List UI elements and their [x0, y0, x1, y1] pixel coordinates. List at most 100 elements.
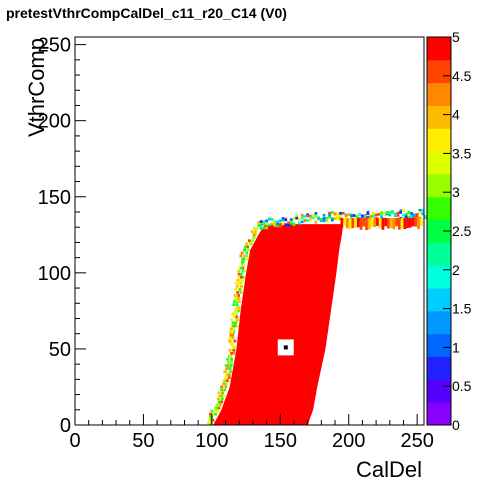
edge-cell [230, 342, 234, 346]
edge-cell [217, 391, 221, 395]
edge-cell [355, 219, 359, 222]
edge-cell [237, 294, 240, 297]
edge-cell [245, 257, 249, 261]
edge-cell [227, 361, 231, 364]
edge-cell [303, 215, 307, 218]
edge-cell [235, 285, 239, 288]
edge-cell [232, 351, 236, 355]
edge-cell [222, 394, 226, 398]
edge-cell [402, 213, 405, 217]
edge-cell [236, 291, 239, 294]
edge-cell [413, 215, 416, 218]
edge-cell [341, 211, 345, 215]
edge-cell [211, 418, 215, 422]
plateau-cell [343, 218, 346, 226]
color-scale-label: 5 [452, 29, 460, 45]
edge-cell [211, 412, 215, 416]
edge-cell [393, 214, 397, 217]
edge-cell [230, 351, 234, 355]
edge-cell [377, 217, 381, 221]
color-scale-band [427, 402, 451, 426]
edge-cell [242, 269, 246, 273]
edge-cell [300, 220, 304, 224]
edge-cell [231, 336, 235, 340]
x-tick-label: 150 [264, 430, 297, 452]
color-scale-band [427, 82, 451, 106]
plateau-cell [406, 218, 409, 229]
edge-cell [252, 233, 256, 237]
edge-cell [254, 230, 257, 233]
edge-cell [352, 218, 356, 222]
edge-cell [221, 397, 224, 401]
edge-cell [233, 300, 236, 303]
edge-cell [214, 412, 217, 416]
plateau-cell [384, 218, 388, 227]
edge-cell [262, 222, 266, 226]
edge-cell [229, 327, 233, 331]
edge-cell [374, 216, 378, 220]
color-scale-label: 0 [452, 417, 460, 433]
edge-cell [262, 226, 266, 230]
edge-cell [227, 376, 231, 380]
edge-cell [233, 339, 237, 343]
edge-cell [377, 218, 381, 222]
edge-cell [231, 324, 235, 328]
edge-cell [396, 211, 400, 215]
edge-cell [238, 278, 242, 282]
color-scale-band [427, 105, 451, 129]
edge-cell [235, 324, 239, 328]
color-scale-band [427, 151, 451, 175]
edge-cell [421, 208, 424, 212]
edge-cell [228, 336, 232, 340]
x-tick-label: 0 [69, 430, 80, 452]
edge-cell [229, 364, 233, 367]
edge-cell [399, 209, 403, 213]
plateau-cell [356, 218, 360, 228]
edge-cell [234, 315, 238, 319]
edge-cell [289, 221, 293, 225]
edge-cell [371, 212, 375, 215]
edge-cell [224, 364, 228, 367]
edge-cell [239, 254, 243, 258]
edge-cell [241, 275, 245, 279]
edge-cell [228, 330, 232, 334]
x-tick-label: 100 [195, 430, 228, 452]
edge-cell [228, 367, 232, 370]
edge-cell [399, 211, 403, 214]
edge-cell [267, 217, 271, 221]
edge-cell [228, 339, 231, 343]
edge-cell [265, 219, 268, 223]
edge-cell [220, 394, 223, 398]
edge-cell [226, 364, 230, 367]
edge-cell [311, 213, 315, 217]
edge-cell [410, 212, 414, 215]
edge-cell [229, 361, 232, 364]
edge-cell [292, 223, 296, 227]
color-scale-band [427, 265, 451, 289]
edge-cell [245, 251, 249, 255]
plateau-cell [387, 218, 390, 229]
edge-cell [347, 219, 351, 223]
edge-cell [232, 315, 236, 319]
edge-cell [336, 217, 340, 221]
plateau-cell [392, 218, 396, 230]
edge-cell [230, 333, 234, 337]
edge-cell [234, 297, 238, 300]
edge-cell [380, 213, 383, 217]
edge-cell [418, 216, 422, 220]
x-tick-label: 250 [400, 430, 433, 452]
edge-cell [237, 309, 240, 313]
edge-cell [314, 214, 318, 218]
edge-cell [287, 221, 290, 225]
axes: 0 50 100 150 200 250 0 50 100 150 200 250 CalDel Vthr… [24, 35, 434, 482]
edge-cell [330, 210, 334, 214]
edge-cell [226, 358, 229, 361]
edge-cell [418, 209, 422, 212]
edge-cell [228, 348, 232, 352]
color-scale-band [427, 128, 451, 152]
edge-cell [270, 218, 274, 221]
edge-cell [238, 266, 242, 270]
edge-cell [241, 263, 244, 267]
edge-cell [314, 220, 318, 224]
edge-cell [237, 272, 241, 276]
